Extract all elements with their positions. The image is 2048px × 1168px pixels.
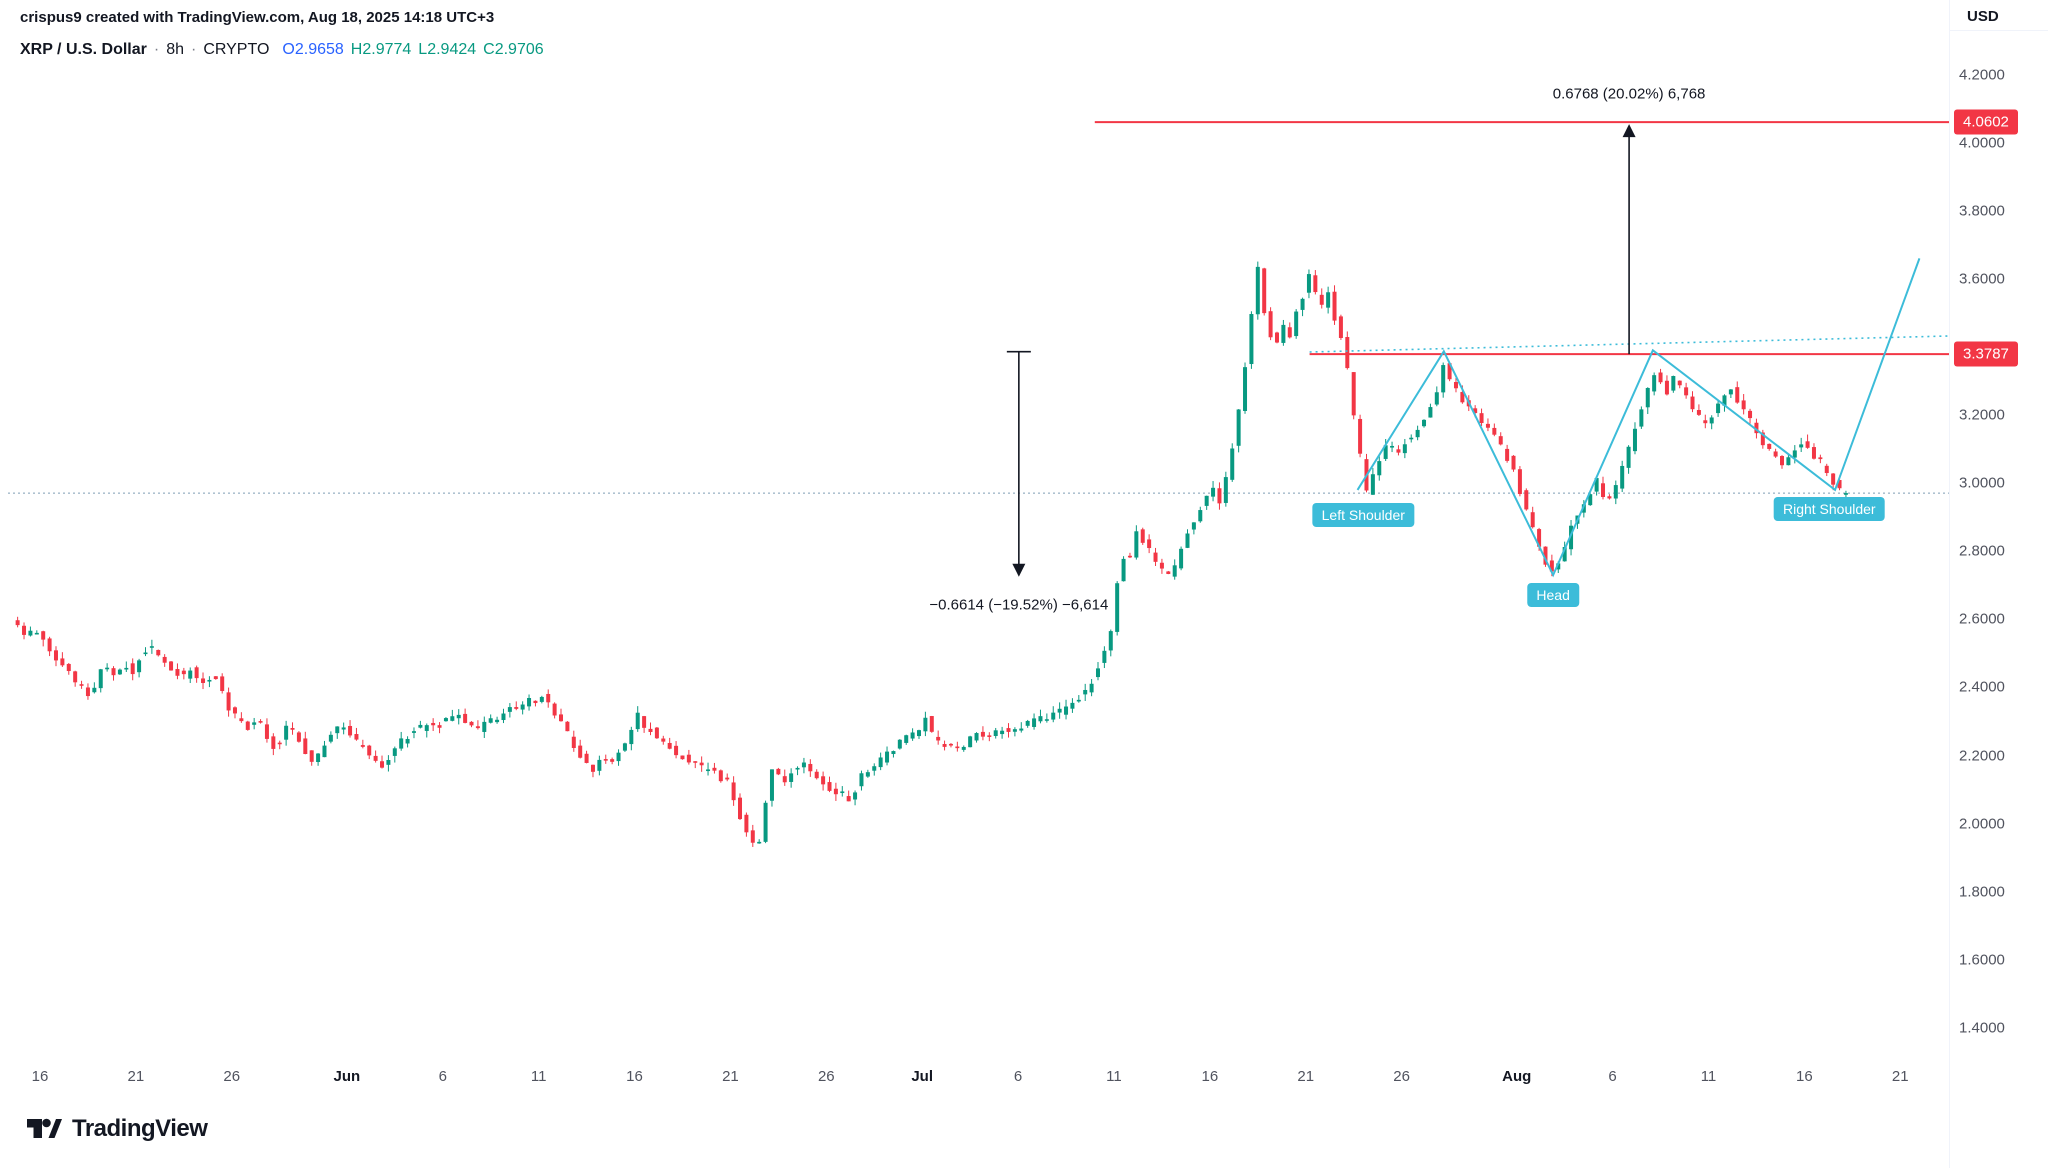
time-axis[interactable]: 16 21 26 Jun 6 11 16 21 26 Jul 6 11 16 21 26 Aug 6 11 16 21	[0, 1062, 1949, 1094]
price-axis-tick: 1.6000	[1959, 951, 2005, 969]
price-axis-tick: 2.0000	[1959, 815, 2005, 833]
attribution-text: crispus9 created with TradingView.com, A…	[20, 9, 495, 26]
right-shoulder-label[interactable]: Right Shoulder	[1773, 496, 1885, 521]
high-value: H2.9774	[350, 41, 412, 58]
open-value: O2.9658	[282, 41, 344, 58]
time-axis-label: 21	[127, 1068, 145, 1085]
price-axis-tick: 2.2000	[1959, 747, 2005, 764]
time-axis-label: Jun	[333, 1068, 361, 1085]
close-value: C2.9706	[483, 41, 544, 58]
time-axis-label: 11	[1106, 1068, 1122, 1085]
legend-separator: ·	[153, 41, 160, 58]
price-badge-neckline: 3.3787	[1954, 341, 2018, 367]
downside-measure-label[interactable]: −0.6614 (−19.52%) −6,614	[929, 596, 1109, 614]
legend-separator: ·	[190, 41, 197, 58]
time-axis-label: 16	[1796, 1068, 1813, 1085]
price-axis-tick: 3.0000	[1959, 474, 2005, 492]
symbol-legend[interactable]: XRP / U.S. Dollar · 8h · CRYPTO O2.9658 …	[20, 41, 544, 59]
time-axis-label: 16	[626, 1068, 643, 1085]
candlestick-series	[15, 261, 1848, 847]
tradingview-logo-icon[interactable]	[26, 1114, 62, 1144]
time-axis-label: 11	[1700, 1068, 1717, 1085]
time-axis-label: 16	[1201, 1068, 1219, 1085]
time-axis-label: 26	[1393, 1068, 1410, 1085]
left-shoulder-label[interactable]: Left Shoulder	[1312, 503, 1414, 528]
low-value: L2.9424	[418, 41, 477, 58]
head-label[interactable]: Head	[1527, 583, 1579, 608]
time-axis-label: 21	[1297, 1068, 1315, 1085]
time-axis-label: Jul	[911, 1068, 934, 1085]
head-and-shoulders-zigzag[interactable]	[1356, 258, 1921, 578]
price-axis-tick: 1.4000	[1959, 1019, 2005, 1037]
time-axis-label: 6	[1608, 1068, 1617, 1085]
up-arrow-head	[1622, 124, 1636, 138]
upside-target-label[interactable]: 0.6768 (20.02%) 6,768	[1552, 85, 1706, 103]
symbol-name[interactable]: XRP / U.S. Dollar	[20, 41, 147, 58]
price-axis-tick: 2.4000	[1959, 678, 2005, 696]
price-axis-tick: 3.6000	[1959, 270, 2005, 288]
price-axis-tick: 3.8000	[1959, 202, 2005, 220]
time-axis-label: 6	[1013, 1068, 1023, 1085]
price-axis-tick: 2.8000	[1959, 542, 2005, 560]
time-axis-label: Aug	[1502, 1068, 1532, 1085]
price-badge-resistance: 4.0602	[1954, 109, 2018, 135]
price-axis[interactable]: USD 4.20004.00003.80003.60003.40003.2000…	[1949, 0, 2048, 1168]
price-axis-tick: 4.2000	[1959, 66, 2005, 83]
currency-label: USD	[1967, 8, 1999, 25]
price-axis-tick: 2.6000	[1959, 610, 2005, 628]
time-axis-label: 21	[1891, 1068, 1909, 1085]
currency-box[interactable]: USD	[1950, 0, 2048, 31]
footer: TradingView	[26, 1114, 208, 1144]
price-axis-tick: 3.2000	[1959, 406, 2005, 424]
brand-name[interactable]: TradingView	[72, 1115, 208, 1142]
price-axis-tick: 1.8000	[1959, 883, 2005, 901]
time-axis-label: 26	[817, 1068, 835, 1085]
price-axis-tick: 4.0000	[1959, 134, 2005, 152]
time-axis-label: 11	[530, 1068, 547, 1085]
measure-arrow-head	[1012, 563, 1026, 577]
time-axis-label: 26	[223, 1068, 241, 1085]
time-axis-label: 21	[722, 1068, 739, 1085]
time-axis-label: 6	[438, 1068, 447, 1085]
time-axis-label: 16	[31, 1068, 49, 1085]
exchange-label: CRYPTO	[203, 41, 270, 58]
interval-label[interactable]: 8h	[166, 41, 184, 58]
